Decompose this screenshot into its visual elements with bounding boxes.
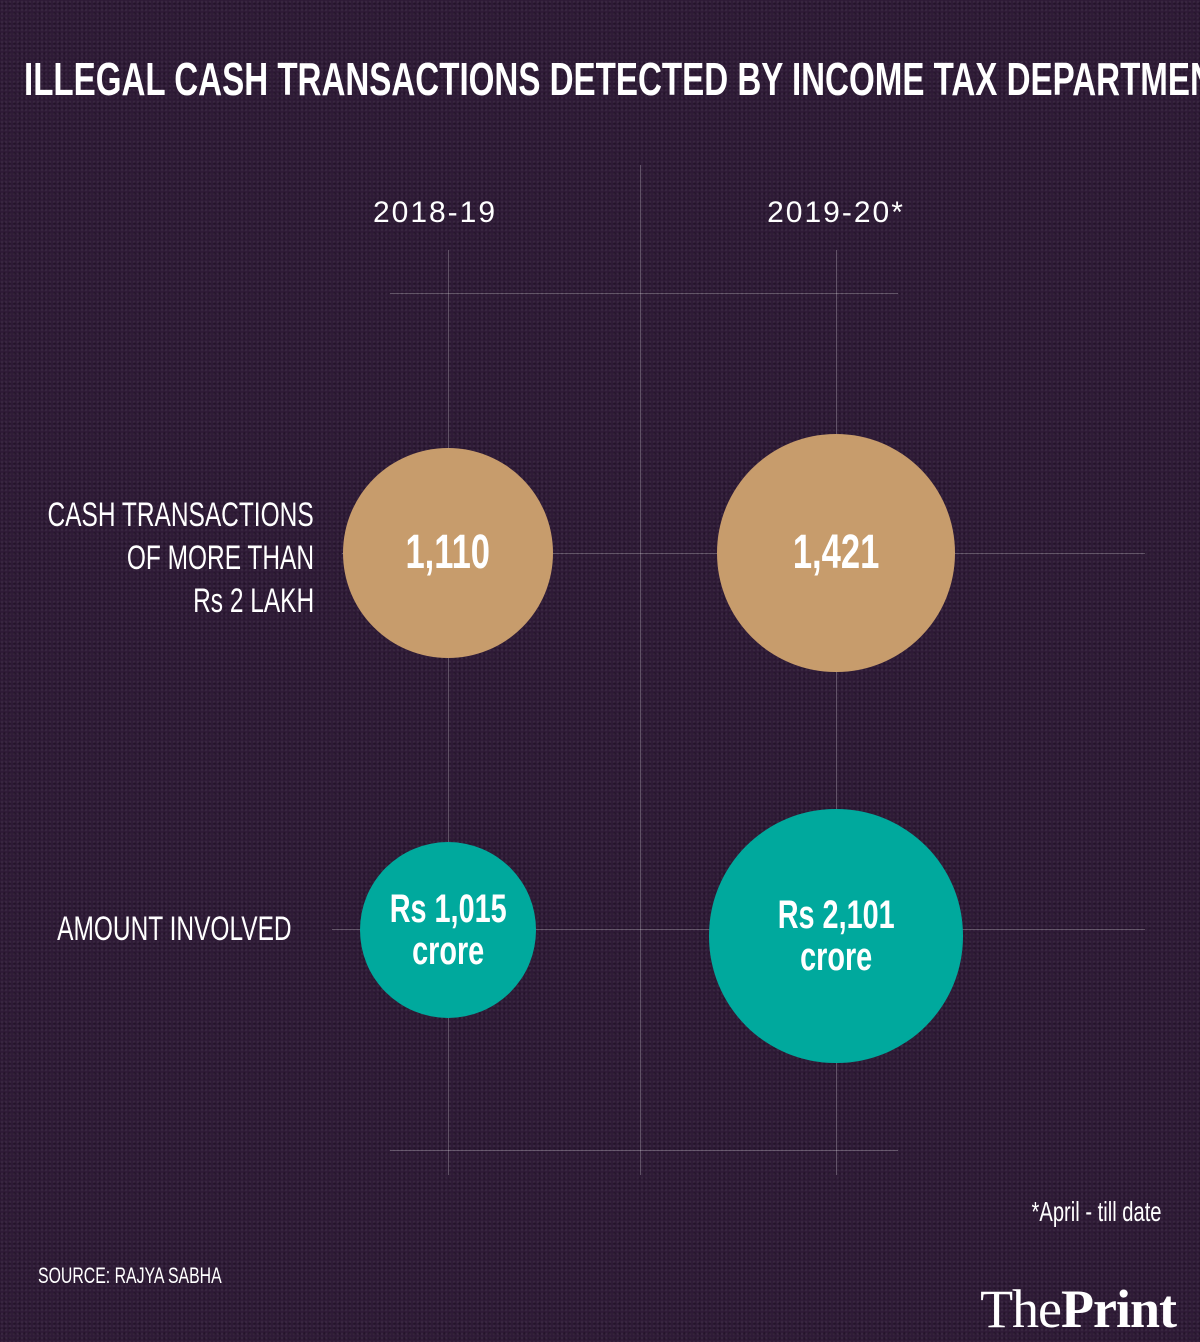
- data-label: Rs 2,101 crore: [777, 892, 895, 979]
- grid-line: [448, 250, 449, 1175]
- data-label: Rs 1,015 crore: [389, 886, 507, 973]
- column-label-2019-20: 2019-20*: [767, 196, 905, 229]
- source-note: SOURCE: RAJYA SABHA: [38, 1263, 222, 1288]
- row-label-cash-transactions: CASH TRANSACTIONS OF MORE THAN Rs 2 LAKH: [47, 496, 314, 620]
- data-label: 1,110: [405, 525, 491, 579]
- grid-line: [640, 165, 641, 1175]
- grid-line: [836, 250, 837, 1175]
- bubble-amount-involved: Rs 2,101 crore: [709, 809, 963, 1063]
- theprint-logo: ThePrint: [980, 1279, 1177, 1339]
- bubble-cash-transactions: 1,110: [343, 448, 553, 658]
- grid-line: [390, 293, 898, 294]
- data-label: 1,421: [792, 525, 880, 579]
- column-label-2018-19: 2018-19: [372, 196, 498, 229]
- row-label-amount-involved: AMOUNT INVOLVED: [57, 910, 292, 948]
- bubble-amount-involved: Rs 1,015 crore: [360, 842, 536, 1018]
- grid-line: [390, 1150, 898, 1151]
- bubble-cash-transactions: 1,421: [717, 434, 955, 672]
- chart-title: ILLEGAL CASH TRANSACTIONS DETECTED BY IN…: [24, 53, 1200, 105]
- footnote: *April - till date: [1032, 1196, 1162, 1227]
